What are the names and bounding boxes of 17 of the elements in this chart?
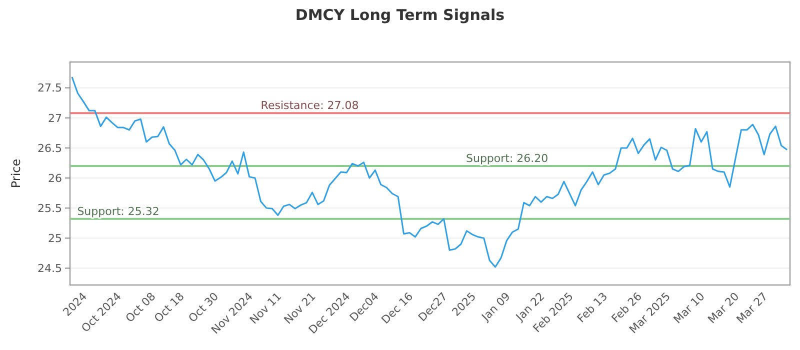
x-tick-label: Jan 09 <box>478 290 513 324</box>
y-tick-label: 26 <box>48 172 62 185</box>
y-tick-label: 25.5 <box>38 202 62 215</box>
x-tick-label: Feb 13 <box>574 290 610 326</box>
x-tick-label: Dec 16 <box>378 290 416 327</box>
ref-line-label: Support: 25.32 <box>77 204 160 218</box>
y-tick-label: 27 <box>48 112 62 125</box>
y-tick-label: 27.5 <box>38 82 62 95</box>
y-tick-label: 26.5 <box>38 142 62 155</box>
ref-line-label: Support: 26.20 <box>466 152 548 165</box>
chart-title: DMCY Long Term Signals <box>295 6 505 24</box>
y-tick-label: 25 <box>48 232 62 245</box>
y-axis-title: Price <box>9 158 23 188</box>
y-tick-label: 24.5 <box>38 262 62 276</box>
x-tick-label: Mar 10 <box>671 290 708 326</box>
line-series <box>71 76 788 268</box>
ref-line-label: Resistance: 27.08 <box>260 99 359 112</box>
